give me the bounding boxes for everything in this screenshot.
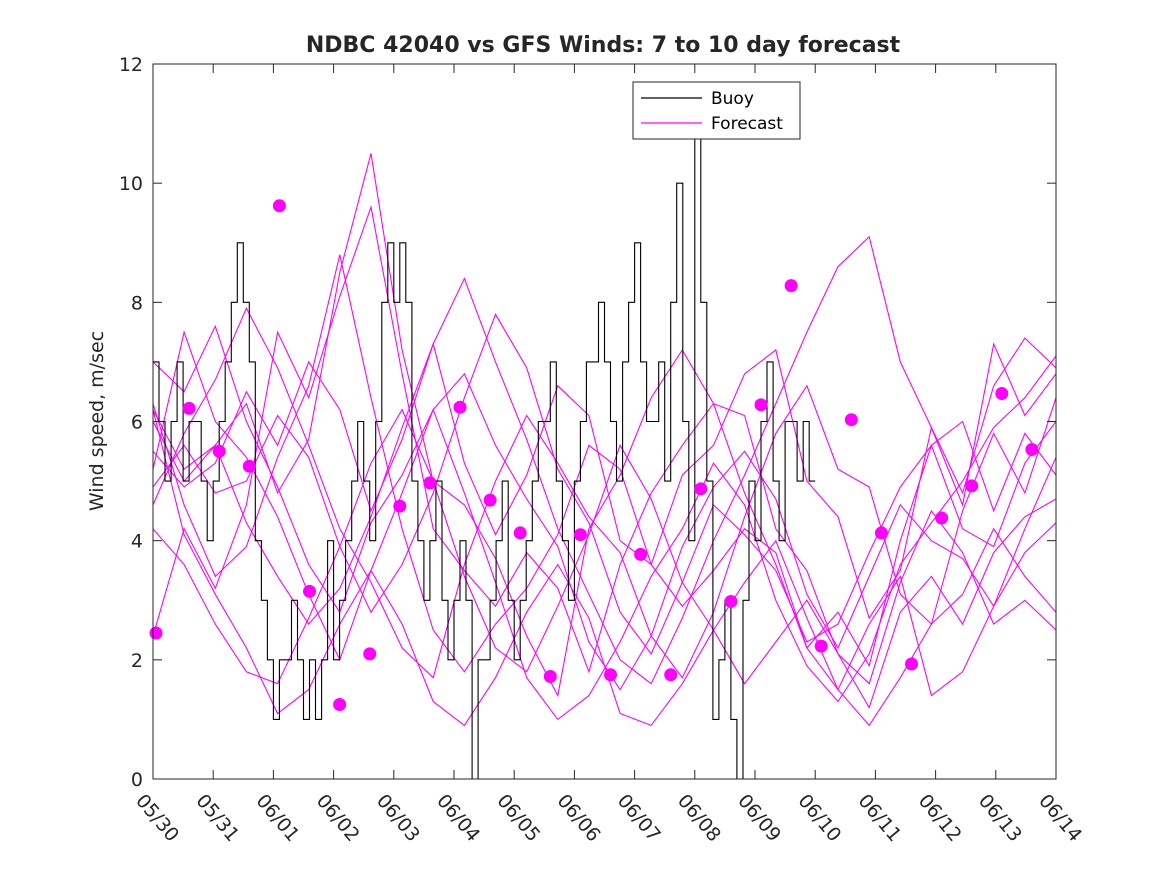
forecast-marker xyxy=(784,279,798,293)
forecast-marker xyxy=(935,511,949,525)
y-tick-label: 10 xyxy=(119,173,143,195)
legend-entry: Buoy xyxy=(711,89,754,109)
forecast-series-line xyxy=(153,153,1056,698)
forecast-series-line xyxy=(153,324,1056,721)
forecast-series-line xyxy=(153,313,1056,655)
y-tick-label: 0 xyxy=(131,769,143,791)
forecast-marker xyxy=(844,413,858,427)
forecast-marker xyxy=(453,400,467,414)
forecast-marker xyxy=(363,647,377,661)
forecast-marker xyxy=(149,626,163,640)
forecast-marker xyxy=(874,526,888,540)
plot-area xyxy=(149,123,1056,779)
forecast-marker xyxy=(995,386,1009,400)
forecast-marker xyxy=(393,499,407,513)
forecast-marker xyxy=(303,584,317,598)
forecast-series-line xyxy=(153,204,1056,685)
forecast-marker xyxy=(664,668,678,682)
legend-box xyxy=(632,81,801,140)
forecast-marker xyxy=(1025,443,1039,457)
forecast-marker xyxy=(694,482,708,496)
forecast-marker xyxy=(905,657,919,671)
forecast-series-line xyxy=(153,235,1056,685)
legend-entry: Forecast xyxy=(711,114,783,134)
y-tick-label: 6 xyxy=(131,412,143,434)
forecast-marker xyxy=(333,698,347,712)
forecast-marker xyxy=(423,476,437,490)
y-tick-label: 12 xyxy=(119,54,143,76)
forecast-marker xyxy=(814,639,828,653)
y-tick-label: 4 xyxy=(131,531,143,553)
forecast-marker xyxy=(965,479,979,493)
forecast-marker xyxy=(543,670,557,684)
forecast-series-line xyxy=(153,408,1056,709)
forecast-marker xyxy=(724,594,738,608)
legend: Buoy Forecast xyxy=(632,81,801,140)
y-axis-label: Wind speed, m/sec xyxy=(86,331,108,511)
forecast-marker xyxy=(634,547,648,561)
forecast-marker xyxy=(182,401,196,415)
forecast-marker xyxy=(212,444,226,458)
forecast-series-line xyxy=(153,254,1056,697)
forecast-marker xyxy=(754,398,768,412)
forecast-marker xyxy=(272,199,286,213)
buoy-series-line xyxy=(153,123,816,779)
forecast-series-line xyxy=(153,342,1056,620)
forecast-marker xyxy=(242,459,256,473)
forecast-marker xyxy=(513,526,527,540)
forecast-marker xyxy=(573,528,587,542)
y-tick-label: 8 xyxy=(131,292,143,314)
forecast-marker xyxy=(483,493,497,507)
y-tick-label: 2 xyxy=(131,650,143,672)
forecast-series-line xyxy=(153,307,1056,679)
chart-title: NDBC 42040 vs GFS Winds: 7 to 10 day for… xyxy=(306,33,901,58)
forecast-marker xyxy=(604,668,618,682)
